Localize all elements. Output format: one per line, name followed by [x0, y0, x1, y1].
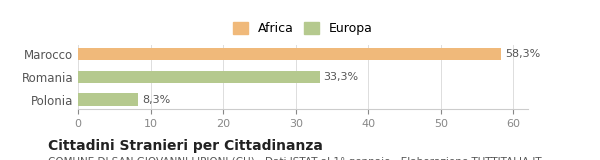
Bar	[78, 48, 501, 60]
Text: 8,3%: 8,3%	[142, 95, 170, 105]
Text: Cittadini Stranieri per Cittadinanza: Cittadini Stranieri per Cittadinanza	[48, 139, 323, 153]
Text: 33,3%: 33,3%	[323, 72, 358, 82]
Bar	[78, 93, 138, 106]
Text: 58,3%: 58,3%	[505, 49, 540, 59]
Bar	[78, 71, 320, 83]
Legend: Africa, Europa: Africa, Europa	[233, 22, 373, 35]
Text: COMUNE DI SAN GIOVANNI LIPIONI (CH) - Dati ISTAT al 1° gennaio - Elaborazione TU: COMUNE DI SAN GIOVANNI LIPIONI (CH) - Da…	[48, 157, 542, 160]
